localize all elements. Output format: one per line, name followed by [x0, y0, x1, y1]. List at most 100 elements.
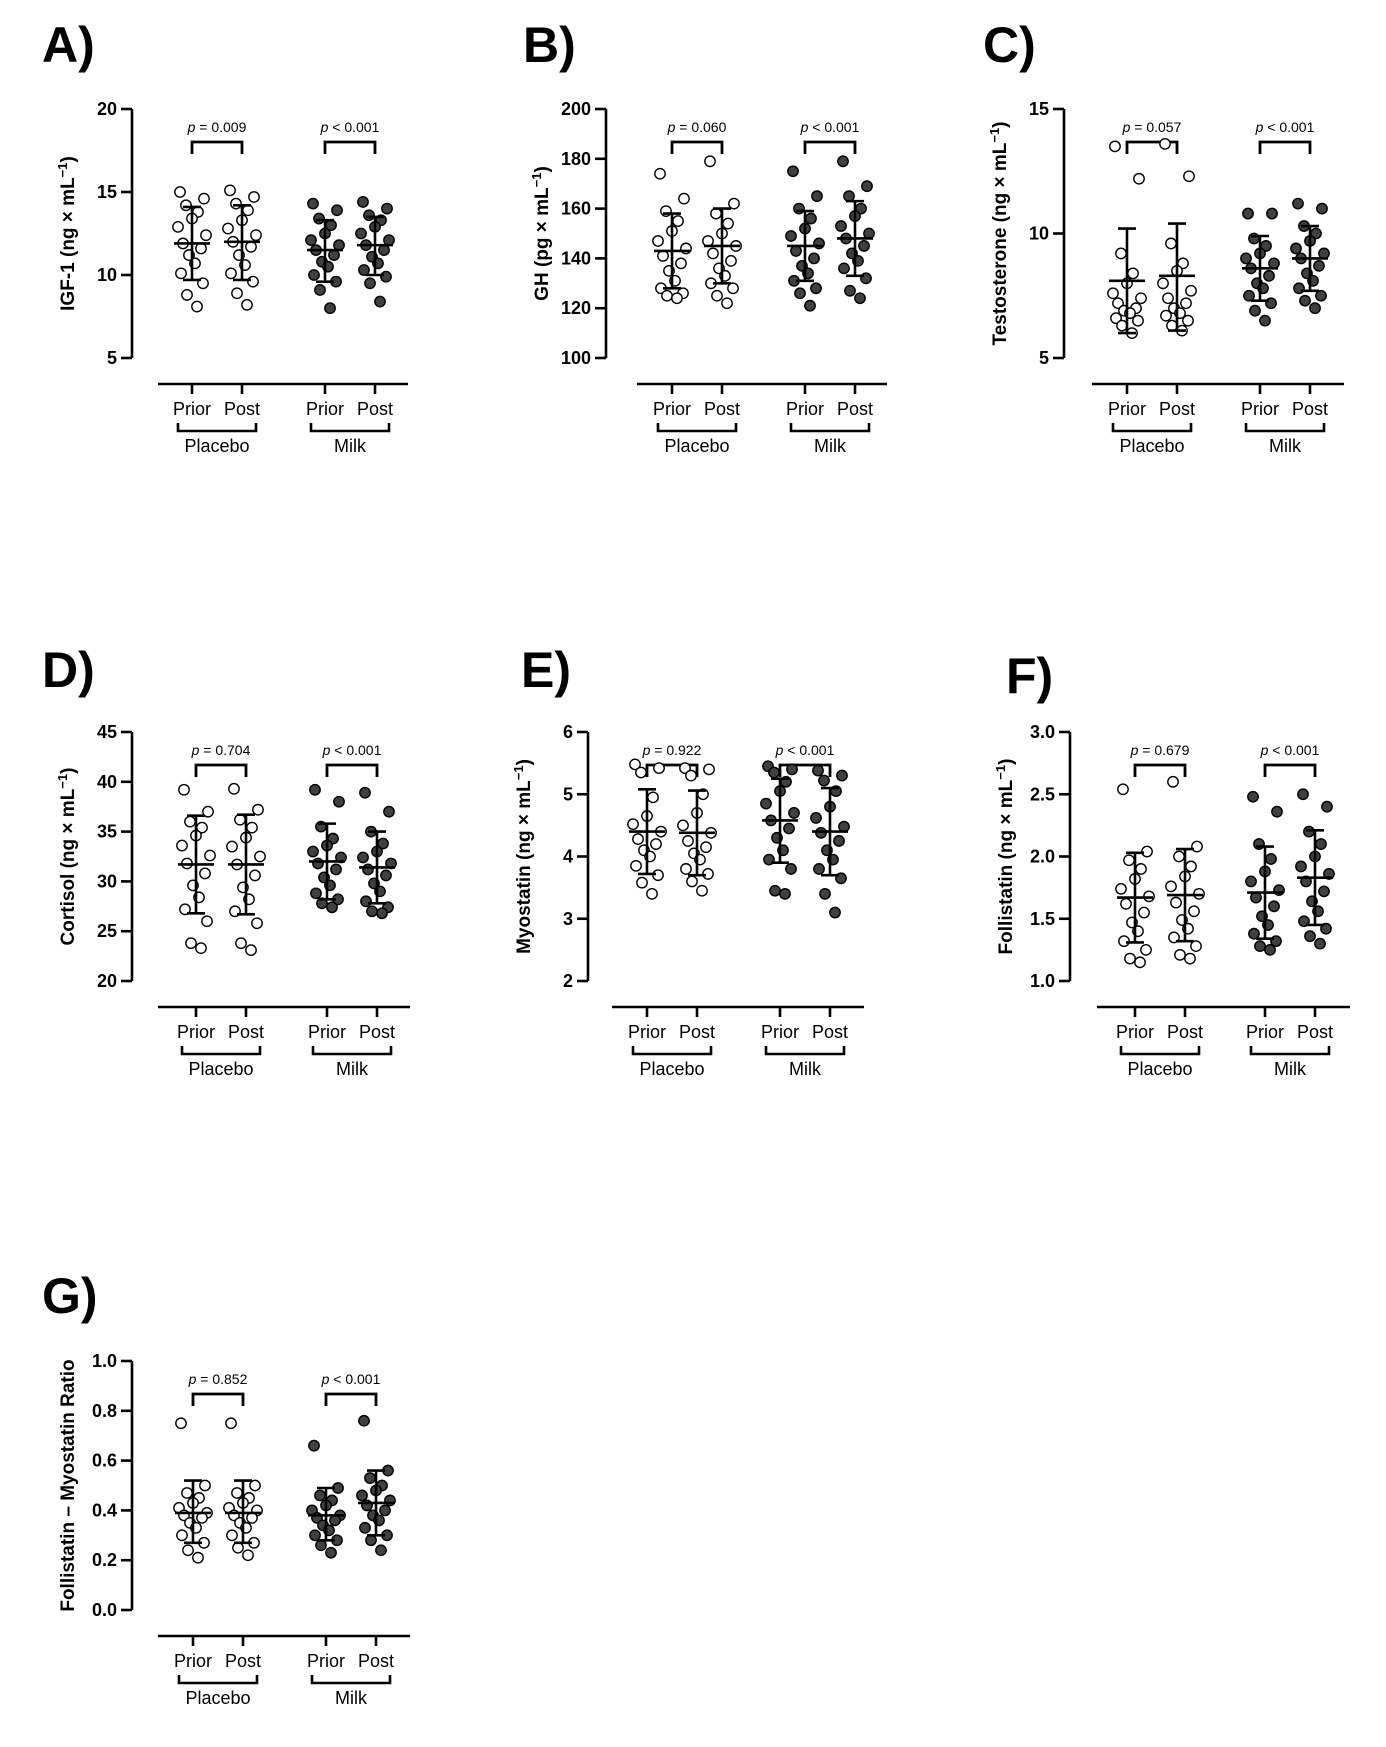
series-milk-prior: [307, 783, 347, 914]
panel-c: C) 5 10 15 Testosterone (ng × mL−1) Prior Post…: [983, 17, 1344, 456]
data-point: [646, 887, 658, 900]
series-milk-prior: [1240, 207, 1280, 327]
data-point: [805, 212, 817, 225]
data-point: [1297, 788, 1309, 801]
group-label: Milk: [814, 436, 847, 456]
data-point: [364, 277, 376, 290]
data-point: [359, 786, 371, 799]
group-bracket: [176, 423, 258, 433]
series-milk-prior: [785, 165, 825, 312]
data-point: [176, 839, 188, 852]
group-label: Milk: [336, 1059, 369, 1079]
data-point: [788, 807, 800, 819]
y-tick-label: 2.5: [1030, 784, 1055, 804]
data-point: [1188, 905, 1200, 918]
data-point: [204, 849, 216, 862]
x-tick-label: Post: [679, 1022, 715, 1042]
data-point: [308, 1439, 320, 1452]
data-point: [779, 887, 791, 900]
data-point: [636, 876, 648, 889]
group-bracket: [1119, 1046, 1201, 1056]
group-bracket: [656, 423, 738, 433]
data-point: [722, 217, 734, 230]
data-point: [180, 199, 192, 212]
data-point: [768, 766, 780, 779]
data-point: [1268, 257, 1280, 270]
significance-bracket: [190, 140, 244, 154]
data-point: [1185, 860, 1197, 873]
group-bracket: [631, 1046, 713, 1056]
data-point: [333, 795, 345, 808]
panel-e: E) 2 3 4 5 6 Myostatin (ng × mL−1) Prior Post Pri…: [511, 642, 864, 1079]
panel-f: F) 1.0 1.5 2.0 2.5 3.0 Follistatin (ng × mL−1)…: [993, 648, 1350, 1079]
y-tick-label: 200: [561, 99, 591, 119]
data-point: [199, 867, 211, 880]
data-point: [657, 250, 669, 262]
y-tick-label: 3: [563, 909, 573, 929]
data-point: [704, 155, 716, 168]
data-point: [366, 905, 378, 918]
data-point: [627, 818, 639, 831]
data-point: [1242, 207, 1254, 220]
data-point: [835, 220, 847, 232]
series-milk-post: [1295, 788, 1335, 950]
significance-bracket: [325, 763, 379, 777]
group-bracket: [180, 1046, 262, 1056]
data-point: [653, 762, 665, 775]
x-tick-label: Prior: [786, 399, 824, 419]
data-point: [810, 282, 822, 295]
data-point: [376, 907, 388, 920]
data-point: [675, 257, 687, 270]
data-point: [1165, 880, 1177, 893]
data-point: [1304, 930, 1316, 943]
y-tick-label: 0.0: [92, 1600, 117, 1620]
significance-bracket: [323, 140, 377, 154]
data-point: [1254, 940, 1266, 953]
x-tick-label: Post: [357, 399, 393, 419]
data-point: [769, 884, 781, 897]
y-axis-title: Follistatin – Myostatin Ratio: [58, 1359, 79, 1611]
data-point: [1134, 956, 1146, 969]
y-tick-label: 1.5: [1030, 909, 1055, 929]
p-value-label: p = 0.852: [188, 1371, 248, 1387]
y-axis-title: Myostatin (ng × mL−1): [511, 759, 536, 954]
data-point: [225, 267, 237, 280]
y-tick-label: 6: [563, 722, 573, 742]
data-point: [307, 845, 319, 858]
data-point: [380, 869, 392, 882]
data-point: [326, 901, 338, 914]
data-point: [1159, 137, 1171, 150]
data-point: [305, 234, 317, 247]
data-point: [249, 869, 261, 882]
panel-letter: E): [521, 642, 571, 698]
data-point: [1162, 292, 1174, 305]
y-tick-label: 35: [97, 822, 117, 842]
series-placebo-prior: [173, 1417, 213, 1564]
data-point: [1268, 900, 1280, 913]
x-tick-label: Prior: [173, 399, 211, 419]
data-point: [226, 1529, 238, 1542]
series-milk-post: [355, 196, 395, 308]
series-placebo-prior: [652, 167, 692, 305]
data-point: [833, 835, 845, 847]
data-point: [230, 197, 242, 210]
data-point: [324, 302, 336, 315]
data-point: [829, 906, 841, 919]
data-point: [858, 240, 870, 252]
data-point: [1245, 875, 1257, 888]
p-value-label: p = 0.679: [1130, 742, 1190, 758]
data-point: [1249, 304, 1261, 317]
data-point: [1264, 943, 1276, 956]
data-point: [1160, 309, 1172, 322]
data-point: [1138, 906, 1150, 919]
significance-bracket: [803, 140, 857, 154]
data-point: [787, 165, 799, 178]
data-point: [710, 207, 722, 220]
data-point: [1166, 319, 1178, 332]
data-point: [650, 838, 662, 850]
y-axis-title: GH (pg × mL−1): [529, 166, 554, 301]
series-placebo-prior: [1115, 783, 1155, 969]
data-point: [1115, 247, 1127, 260]
data-point: [1315, 289, 1327, 302]
data-point: [783, 822, 795, 835]
